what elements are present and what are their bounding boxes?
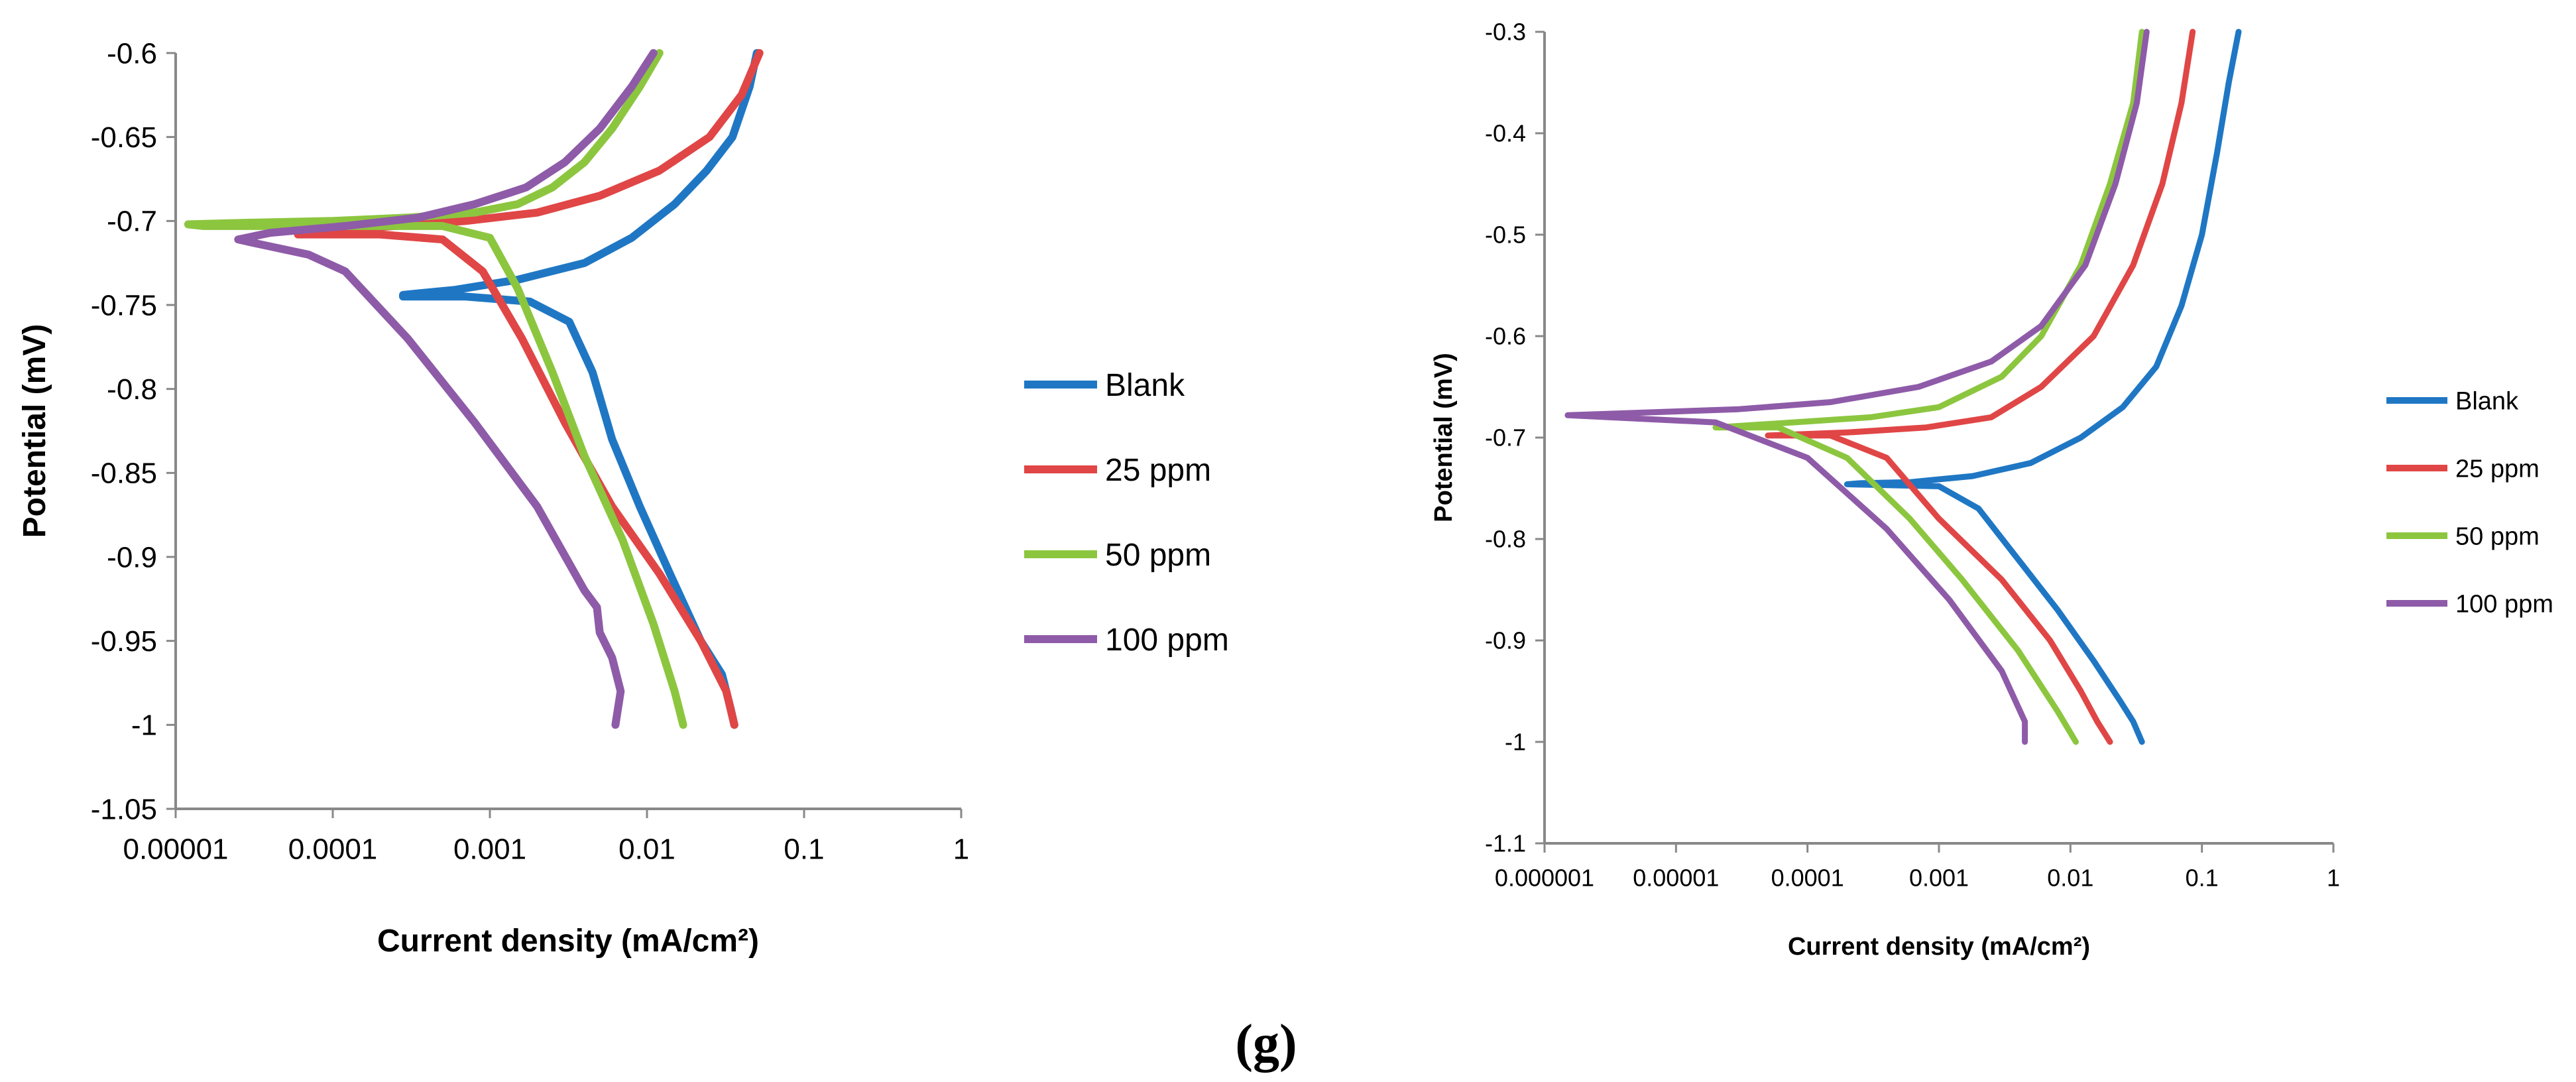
series-line-blank (399, 49, 761, 729)
chart-left-legend: Blank 25 ppm 50 ppm 100 ppm (1024, 368, 1229, 658)
chart-left-x-ticks: 0.00001 0.0001 0.001 0.01 0.1 1 (123, 809, 969, 866)
x-tick-label: 0.0001 (288, 833, 378, 866)
y-tick-label: -0.4 (1485, 120, 1526, 147)
y-tick-label: -0.8 (1485, 526, 1526, 553)
chart-left: -0.6 -0.65 -0.7 -0.75 -0.8 -0.85 -0.9 -0.95 -1 -1… (17, 37, 1229, 959)
x-tick-label: 0.01 (618, 833, 675, 866)
chart-right-x-axis-title: Current density (mA/cm²) (1788, 933, 2090, 961)
chart-left-series (184, 49, 764, 729)
y-tick-label: -0.7 (107, 206, 157, 238)
y-tick-label: -0.6 (107, 37, 157, 70)
panel-label: (g) (1235, 1014, 1297, 1073)
y-tick-label: -0.75 (91, 289, 157, 322)
chart-left-y-axis-title: Potential (mV) (17, 324, 52, 538)
y-tick-label: -0.6 (1485, 323, 1526, 350)
series-line-25-ppm (1765, 29, 2196, 745)
y-tick-label: -0.8 (107, 373, 157, 406)
y-tick-label: -0.3 (1485, 19, 1526, 46)
legend-label: 50 ppm (1105, 538, 1211, 573)
y-tick-label: -0.85 (91, 457, 157, 490)
series-line-50-ppm (1712, 29, 2145, 745)
chart-right-x-ticks: 0.000001 0.00001 0.0001 0.001 0.01 0.1 1 (1495, 843, 2340, 891)
y-tick-label: -0.9 (1485, 627, 1526, 654)
x-tick-label: 1 (2327, 864, 2340, 891)
legend-label: 50 ppm (2455, 522, 2540, 550)
legend-label: 100 ppm (1105, 623, 1229, 658)
chart-right-series (1564, 29, 2242, 745)
series-line-25-ppm (294, 49, 764, 729)
x-tick-label: 0.1 (784, 833, 824, 866)
legend-label: 100 ppm (2455, 590, 2553, 618)
x-tick-label: 0.00001 (1633, 864, 1719, 891)
chart-left-x-axis-title: Current density (mA/cm²) (377, 924, 759, 959)
legend-label: 25 ppm (1105, 453, 1211, 488)
chart-right-y-axis-title: Potential (mV) (1430, 353, 1458, 522)
x-tick-label: 0.01 (2047, 864, 2093, 891)
x-tick-label: 0.00001 (123, 833, 228, 866)
y-tick-label: -0.65 (91, 121, 157, 154)
x-tick-label: 1 (953, 833, 969, 866)
y-tick-label: -1 (1505, 729, 1526, 756)
chart-right-y-ticks: -0.3 -0.4 -0.5 -0.6 -0.7 -0.8 -0.9 -1 -1.1 (1485, 19, 1545, 857)
x-tick-label: 0.1 (2186, 864, 2219, 891)
x-tick-label: 0.001 (453, 833, 526, 866)
y-tick-label: -0.7 (1485, 424, 1526, 451)
chart-left-y-ticks: -0.6 -0.65 -0.7 -0.75 -0.8 -0.85 -0.9 -0.95 -1 -1… (91, 37, 176, 825)
y-tick-label: -1.05 (91, 793, 157, 825)
y-tick-label: -1.1 (1485, 830, 1526, 857)
chart-right: -0.3 -0.4 -0.5 -0.6 -0.7 -0.8 -0.9 -1 -1.1 0.000… (1430, 19, 2553, 961)
y-tick-label: -1 (131, 709, 157, 742)
series-line-50-ppm (184, 49, 687, 729)
legend-label: Blank (2455, 387, 2519, 415)
x-tick-label: 0.001 (1909, 864, 1969, 891)
y-tick-label: -0.95 (91, 625, 157, 658)
y-tick-label: -0.9 (107, 541, 157, 573)
series-line-100-ppm (234, 49, 658, 729)
x-tick-label: 0.0001 (1771, 864, 1844, 891)
legend-label: 25 ppm (2455, 455, 2540, 483)
legend-label: Blank (1105, 368, 1185, 403)
chart-right-legend: Blank 25 ppm 50 ppm 100 ppm (2386, 387, 2553, 618)
series-line-100-ppm (1564, 29, 2150, 745)
x-tick-label: 0.000001 (1495, 864, 1594, 891)
y-tick-label: -0.5 (1485, 221, 1526, 249)
